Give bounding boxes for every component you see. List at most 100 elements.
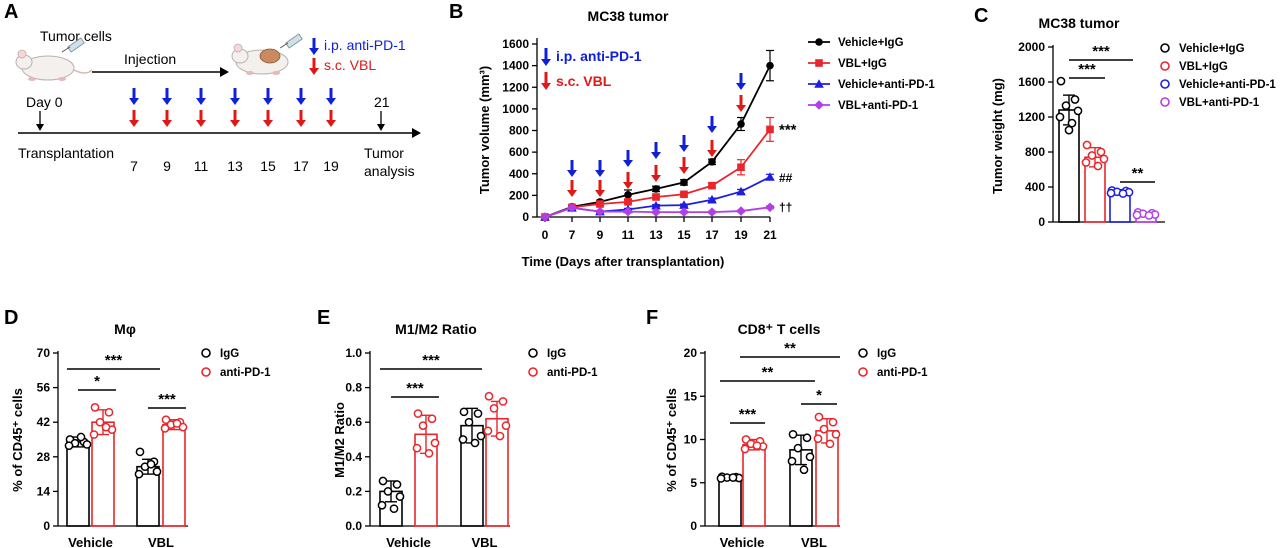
chart-f-title: CD8⁺ T cells bbox=[738, 321, 821, 337]
tumor-analysis-line1: Tumor bbox=[364, 145, 404, 161]
chart-f-legend-marker bbox=[858, 348, 868, 358]
chart-b-ytick-label: 1400 bbox=[502, 59, 529, 73]
chart-b-ytick-label: 600 bbox=[509, 145, 529, 159]
schematic-day-markers: 7 9 11 13 15 17 19 bbox=[129, 88, 339, 174]
chart-f-category-label: Vehicle bbox=[720, 535, 765, 548]
schematic-day-label-13: 13 bbox=[227, 158, 243, 174]
schematic-day-label-19: 19 bbox=[323, 158, 339, 174]
chart-d-sig-label: * bbox=[94, 373, 100, 390]
chart-b-y-ticks: 0 200 400 600 800 1000 1200 1400 1600 bbox=[502, 37, 537, 224]
chart-e-Vehicle-anti-PD-1-dot bbox=[427, 414, 437, 424]
chart-b-point-Vehicle+anti-PD-1 bbox=[736, 186, 746, 196]
chart-c-legend-label: Vehicle+IgG bbox=[1179, 43, 1245, 55]
chart-b-arrow-blue-icon-day19-head bbox=[736, 83, 746, 90]
chart-e-Vehicle-IgG-dot bbox=[395, 492, 405, 501]
chart-b-point-Vehicle+IgG bbox=[766, 61, 774, 70]
day21-arrowhead bbox=[377, 124, 385, 131]
mouse-icon-tumor bbox=[231, 43, 289, 75]
chart-c-Vehicle+anti-PD-1-dot bbox=[1106, 188, 1116, 198]
chart-b-ytick-label: 1200 bbox=[502, 80, 529, 94]
chart-b-end-label: ## bbox=[779, 171, 793, 185]
chart-e-Vehicle-anti-PD-1-dot bbox=[418, 421, 428, 431]
chart-b-point-VBL+anti-PD-1 bbox=[736, 206, 746, 216]
chart-b-point-VBL+anti-PD-1 bbox=[679, 207, 689, 217]
chart-b-annotation-anti-pd1: i.p. anti-PD-1 bbox=[556, 48, 642, 64]
chart-e-legend: IgG anti-PD-1 bbox=[528, 348, 598, 379]
chart-b-ytick-label: 400 bbox=[509, 167, 529, 181]
chart-f-sig-label: *** bbox=[739, 406, 757, 423]
chart-b-legend: Vehicle+IgG VBL+IgG Vehicle+anti-PD-1 VBL+a… bbox=[808, 37, 935, 112]
schematic-blue-arrow-icon-11-head bbox=[196, 98, 206, 105]
schematic-panel: Tumor cells Injection bbox=[15, 28, 421, 179]
chart-d-Vehicle-anti-PD-1-dot bbox=[89, 430, 99, 439]
chart-e-sig-label: *** bbox=[422, 352, 440, 369]
chart-b-arrow-red-icon-day17-head bbox=[707, 150, 717, 157]
schematic-red-arrow-icon-11-head bbox=[196, 120, 206, 127]
chart-e-Vehicle-IgG-dot bbox=[383, 487, 393, 496]
chart-e-VBL-anti-PD-1-dot bbox=[483, 426, 493, 436]
chart-f-legend-label: IgG bbox=[877, 348, 896, 360]
chart-b-series bbox=[540, 49, 775, 222]
chart-c-legend: Vehicle+IgG VBL+IgG Vehicle+anti-PD-1 VBL+a… bbox=[1160, 43, 1276, 109]
chart-b-arrow-blue-icon-day7-head bbox=[567, 170, 577, 177]
chart-c-VBL+IgG-dot bbox=[1087, 151, 1097, 160]
chart-d-VBL-anti-PD-1-dot bbox=[161, 415, 171, 425]
chart-e-Vehicle-IgG-dot bbox=[377, 500, 387, 510]
chart-e-ytick-label: 1.0 bbox=[345, 346, 362, 360]
chart-b-title: MC38 tumor bbox=[588, 8, 669, 24]
chart-d-ytick-label: 42 bbox=[37, 415, 51, 429]
chart-e-Vehicle-IgG-dot bbox=[389, 504, 399, 514]
chart-e-VBL-IgG-dot bbox=[470, 438, 480, 448]
chart-f-Vehicle-IgG-dot bbox=[716, 474, 726, 483]
chart-b-xtick-label: 13 bbox=[649, 228, 663, 242]
panel-label-c: C bbox=[974, 5, 988, 27]
chart-b-ytick-label: 200 bbox=[509, 188, 529, 202]
chart-b-end-label: *** bbox=[779, 121, 797, 138]
chart-b-point-Vehicle+IgG bbox=[708, 158, 716, 166]
schematic-blue-arrow-icon-9-head bbox=[162, 98, 172, 105]
chart-e-Vehicle-IgG-dot bbox=[378, 476, 388, 486]
chart-d-category-label: Vehicle bbox=[68, 535, 113, 548]
chart-b-legend-label: VBL+anti-PD-1 bbox=[838, 100, 919, 112]
chart-c-ytick-label: 400 bbox=[1025, 180, 1045, 194]
chart-e-ytick-label: 0.4 bbox=[345, 450, 362, 464]
chart-d-VBL-anti-PD-1-dot bbox=[160, 424, 170, 433]
legend-blue-arrowhead-icon bbox=[309, 48, 319, 55]
chart-b-arrow-red-icon-day9-head bbox=[595, 190, 605, 197]
chart-c-VBL+IgG-dot bbox=[1093, 161, 1103, 171]
chart-b-legend-marker bbox=[814, 100, 824, 110]
chart-d-legend-marker bbox=[201, 367, 211, 377]
chart-c-VBL+IgG-dot bbox=[1081, 158, 1091, 167]
syringe-icon bbox=[61, 37, 85, 53]
chart-b-xtick-label: 17 bbox=[705, 228, 719, 242]
chart-b-xtick-label: 21 bbox=[763, 228, 777, 242]
chart-b-point-Vehicle+anti-PD-1 bbox=[679, 200, 689, 209]
chart-b-point-VBL+IgG bbox=[737, 163, 745, 172]
macrophage-bar-chart: Mφ % of CD45⁺ cells 0 14 28 42 56 70 Vehicle VB… bbox=[10, 321, 271, 548]
chart-b-x-ticks: 0 7 9 11 13 15 17 19 21 bbox=[542, 217, 777, 242]
chart-b-point-Vehicle+IgG bbox=[737, 120, 745, 128]
chart-f-sig-label: * bbox=[816, 387, 822, 404]
chart-f-legend: IgG anti-PD-1 bbox=[858, 348, 928, 379]
chart-b-series-VBL+anti-PD-1 bbox=[540, 202, 775, 222]
chart-d-VBL-IgG-dot bbox=[134, 469, 144, 479]
chart-b-point-VBL+anti-PD-1 bbox=[540, 212, 550, 222]
chart-f-VBL-IgG-dot bbox=[793, 443, 803, 453]
chart-b-point-VBL+anti-PD-1 bbox=[707, 207, 717, 217]
chart-d-legend-label: anti-PD-1 bbox=[220, 367, 271, 379]
day0-label: Day 0 bbox=[26, 94, 63, 110]
schematic-day-label-7: 7 bbox=[130, 158, 138, 174]
chart-e-ytick-label: 0.8 bbox=[345, 381, 362, 395]
chart-f-legend-label: anti-PD-1 bbox=[877, 367, 928, 379]
chart-f-ytick-label: 0 bbox=[690, 519, 697, 533]
chart-c-legend-marker bbox=[1160, 43, 1170, 53]
chart-e-VBL-anti-PD-1-dot bbox=[489, 404, 499, 413]
chart-b-point-Vehicle+anti-PD-1 bbox=[707, 194, 717, 204]
panel-label-d: D bbox=[4, 307, 18, 329]
chart-e-category-label: Vehicle bbox=[386, 535, 431, 548]
chart-b-ytick-label: 800 bbox=[509, 124, 529, 138]
schematic-blue-arrow-icon-7-head bbox=[129, 98, 139, 105]
chart-c-legend-marker bbox=[1160, 97, 1170, 107]
panel-label-f: F bbox=[646, 307, 658, 329]
